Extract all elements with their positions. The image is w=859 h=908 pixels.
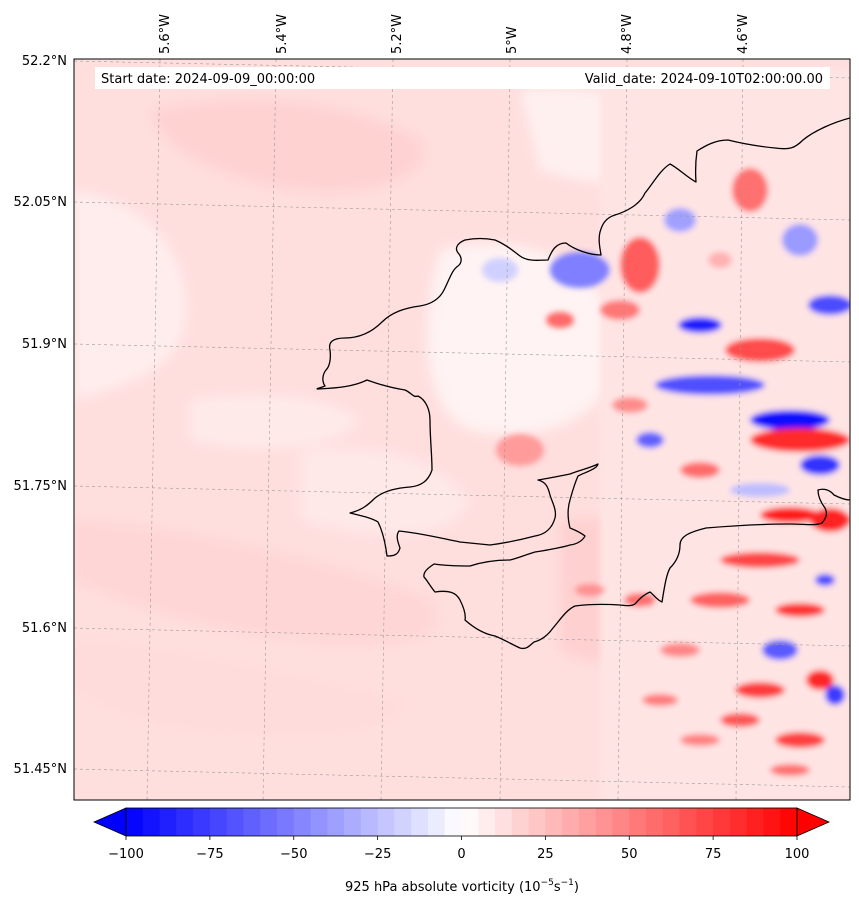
colorbar-tick-label: 0 xyxy=(457,847,465,862)
colorbar-tick-label: 25 xyxy=(537,847,554,862)
colorbar-tick-label: 100 xyxy=(785,847,810,862)
colorbar-segment xyxy=(461,808,479,836)
colorbar-tick-label: −75 xyxy=(196,847,223,862)
colorbar-segment xyxy=(193,808,211,836)
lon-tick: 5.6°W xyxy=(158,14,173,54)
vorticity-field-cells xyxy=(482,70,850,800)
lat-tick: 52.2°N xyxy=(22,54,67,69)
colorbar-label: 925 hPa absolute vorticity (10−5s−1) xyxy=(345,878,579,895)
colorbar-segment xyxy=(629,808,647,836)
colorbar-segment xyxy=(763,808,781,836)
colorbar-segment xyxy=(729,808,748,836)
colorbar-segment xyxy=(780,808,798,836)
colorbar-segment xyxy=(612,808,630,836)
colorbar-segment xyxy=(595,808,613,836)
colorbar-segment xyxy=(679,808,697,836)
lat-tick: 51.45°N xyxy=(14,762,67,777)
lat-tick: 52.05°N xyxy=(14,195,67,210)
colorbar-tick-label: 50 xyxy=(621,847,638,862)
colorbar-min-extend xyxy=(93,807,127,837)
colorbar-segment xyxy=(360,808,379,836)
lon-tick: 5°W xyxy=(505,26,520,54)
colorbar-segment xyxy=(126,808,144,836)
colorbar-segment xyxy=(578,808,597,836)
colorbar-segment xyxy=(511,808,530,836)
colorbar-segments xyxy=(126,808,798,836)
lon-tick: 4.6°W xyxy=(736,14,751,54)
colorbar-tick-label: −25 xyxy=(364,847,391,862)
colorbar-segment xyxy=(394,808,412,836)
latitude-labels: 52.2°N 52.05°N 51.9°N 51.75°N 51.6°N 51.… xyxy=(14,54,67,777)
colorbar-segment xyxy=(142,808,161,836)
colorbar-segment xyxy=(243,808,261,836)
colorbar-segment xyxy=(662,808,681,836)
valid-date-label: Valid_date: 2024-09-10T02:00:00.00 xyxy=(585,72,823,87)
colorbar-tick-label: 75 xyxy=(705,847,722,862)
colorbar-segment xyxy=(746,808,764,836)
colorbar-segment xyxy=(495,808,513,836)
colorbar-segment xyxy=(646,808,664,836)
colorbar-segment xyxy=(209,808,228,836)
lon-tick: 5.2°W xyxy=(390,14,405,54)
colorbar-segment xyxy=(411,808,429,836)
colorbar-tick-label: −50 xyxy=(280,847,307,862)
colorbar-segment xyxy=(176,808,194,836)
date-label-box xyxy=(95,67,830,89)
colorbar-segment xyxy=(444,808,462,836)
colorbar-segment xyxy=(528,808,546,836)
colorbar-tick-label: −100 xyxy=(108,847,144,862)
colorbar-segment xyxy=(276,808,295,836)
lat-tick: 51.9°N xyxy=(22,337,67,352)
colorbar-max-extend xyxy=(796,807,830,837)
colorbar-segment xyxy=(713,808,731,836)
colorbar-segment xyxy=(226,808,244,836)
lon-tick: 5.4°W xyxy=(275,14,290,54)
colorbar: −100 −75 −50 −25 0 25 50 75 100 925 hPa absolute… xyxy=(93,807,830,895)
colorbar-segment xyxy=(327,808,345,836)
colorbar-segment xyxy=(478,808,496,836)
colorbar-segment xyxy=(159,808,177,836)
colorbar-segment xyxy=(562,808,580,836)
colorbar-segment xyxy=(344,808,362,836)
colorbar-segment xyxy=(260,808,278,836)
lat-tick: 51.75°N xyxy=(14,479,67,494)
lat-tick: 51.6°N xyxy=(22,621,67,636)
longitude-labels: 5.6°W 5.4°W 5.2°W 5°W 4.8°W 4.6°W xyxy=(158,14,751,54)
lon-tick: 4.8°W xyxy=(620,14,635,54)
coastline xyxy=(316,117,850,650)
colorbar-segment xyxy=(427,808,446,836)
colorbar-segment xyxy=(310,808,328,836)
map-frame xyxy=(73,58,851,801)
colorbar-segment xyxy=(545,808,563,836)
map-panel xyxy=(74,59,850,800)
start-date-label: Start date: 2024-09-09_00:00:00 xyxy=(101,72,315,87)
colorbar-ticks: −100 −75 −50 −25 0 25 50 75 100 xyxy=(108,836,809,862)
colorbar-segment xyxy=(293,808,312,836)
colorbar-segment xyxy=(696,808,714,836)
colorbar-segment xyxy=(377,808,395,836)
